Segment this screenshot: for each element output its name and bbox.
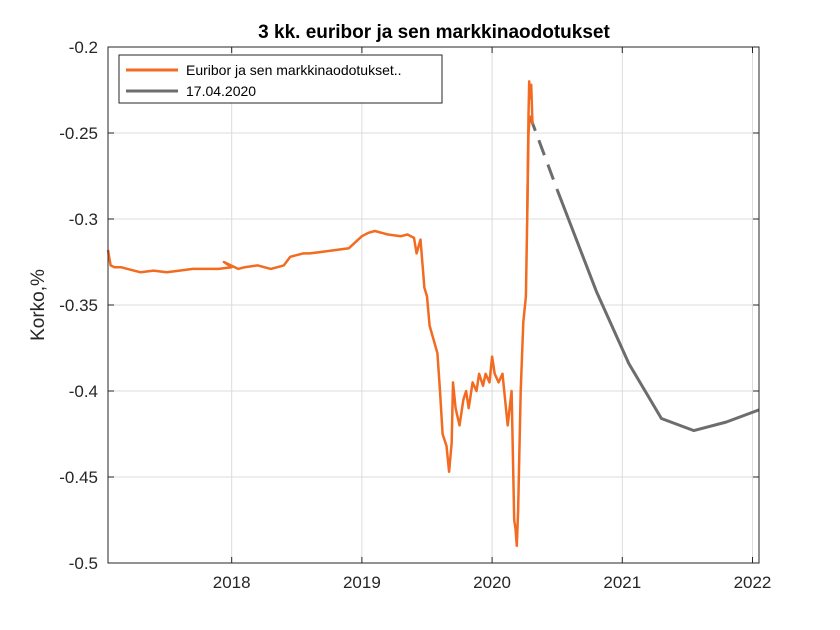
chart-title: 3 kk. euribor ja sen markkinaodotukset: [258, 22, 610, 43]
y-tick-label: -0.45: [59, 468, 98, 487]
y-axis-label: Korko,%: [28, 269, 49, 341]
series-line-forecast: [555, 189, 760, 433]
x-tick-label: 2019: [343, 573, 381, 592]
y-tick-label: -0.25: [59, 124, 98, 143]
x-tick-label: 2021: [603, 573, 641, 592]
y-tick-label: -0.5: [69, 554, 98, 573]
x-tick-label: 2018: [213, 573, 251, 592]
legend-entry-forecast: 17.04.2020: [186, 83, 256, 99]
axis-ticks: 2018 2019 2020 2021 2022 -0.2 -0.25 -0.3 -0.35 -0…: [59, 38, 771, 592]
y-tick-label: -0.3: [69, 210, 98, 229]
y-tick-label: -0.4: [69, 382, 98, 401]
forecast-dashed-segment: [528, 115, 559, 191]
series-line-euribor-spike: [525, 80, 534, 220]
x-tick-label: 2022: [734, 573, 772, 592]
y-tick-label: -0.35: [59, 296, 98, 315]
series-layer: [106, 80, 760, 548]
y-tick-label: -0.2: [69, 38, 98, 57]
series-line-euribor: [106, 115, 532, 548]
x-tick-label: 2020: [473, 573, 511, 592]
legend-entry-euribor: Euribor ja sen markkinaodotukset..: [186, 62, 402, 78]
legend: Euribor ja sen markkinaodotukset.. 17.04…: [118, 54, 443, 104]
legend-box: [118, 54, 443, 104]
